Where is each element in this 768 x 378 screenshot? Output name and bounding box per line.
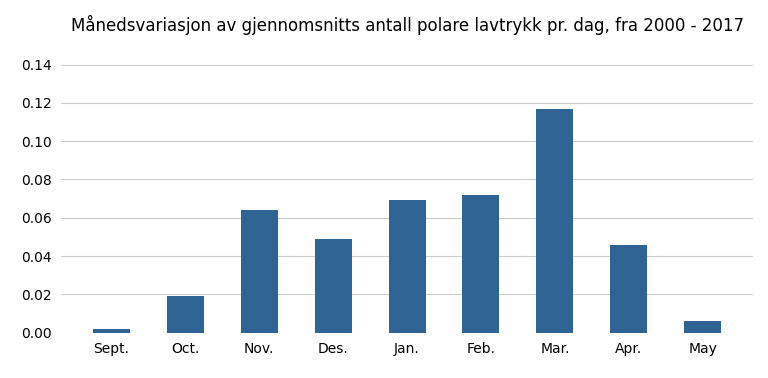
Bar: [684, 321, 721, 333]
Bar: [167, 296, 204, 333]
Bar: [611, 245, 647, 333]
Bar: [315, 239, 352, 333]
Bar: [240, 210, 278, 333]
Title: Månedsvariasjon av gjennomsnitts antall polare lavtrykk pr. dag, fra 2000 - 2017: Månedsvariasjon av gjennomsnitts antall …: [71, 15, 743, 36]
Bar: [93, 329, 130, 333]
Bar: [536, 108, 574, 333]
Bar: [389, 200, 425, 333]
Bar: [462, 195, 499, 333]
